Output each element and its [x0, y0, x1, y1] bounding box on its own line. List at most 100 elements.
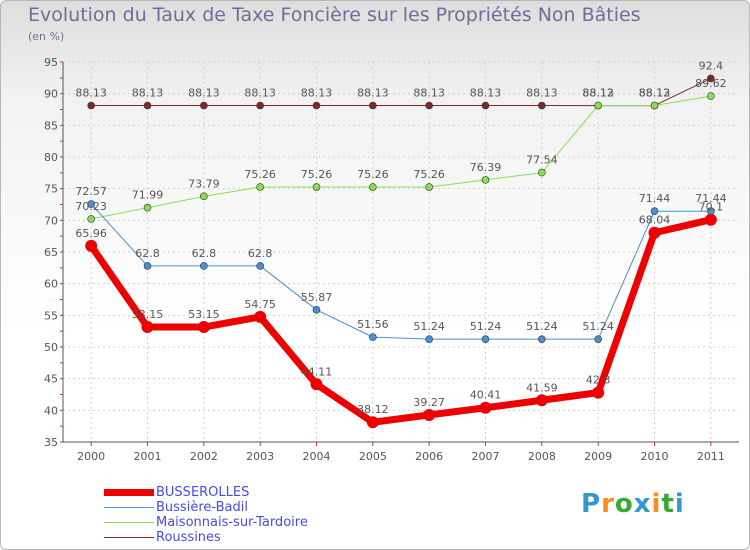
logo-letter: x	[633, 489, 652, 519]
chart-title: Evolution du Taux de Taxe Foncière sur l…	[28, 4, 641, 26]
data-label: 75.26	[413, 168, 445, 181]
x-tick-label: 2011	[697, 450, 725, 463]
data-point	[704, 213, 717, 226]
data-label: 68.04	[639, 214, 671, 227]
x-tick-label: 2006	[415, 450, 443, 463]
legend-item-maisonnais: Maisonnais-sur-Tardoire	[104, 515, 364, 530]
series-line	[90, 77, 712, 107]
data-point	[143, 262, 152, 270]
data-label: 88.13	[188, 87, 220, 100]
data-label: 53.15	[132, 308, 164, 321]
chart-subtitle: (en %)	[28, 30, 65, 43]
data-point	[200, 262, 208, 270]
data-label: 88.12	[582, 87, 614, 100]
legend: BUSSEROLLES Bussière-Badil Maisonnais-su…	[104, 485, 364, 545]
data-point	[312, 183, 321, 191]
data-label: 39.27	[413, 396, 445, 409]
y-tick-label: 60	[44, 278, 58, 291]
data-label: 88.13	[357, 87, 389, 100]
x-tick-label: 2010	[641, 450, 669, 463]
data-point	[594, 101, 602, 110]
data-label: 51.24	[582, 320, 614, 333]
data-label: 71.44	[639, 192, 671, 205]
data-label: 54.75	[244, 298, 276, 311]
data-point	[256, 101, 264, 110]
legend-swatch	[104, 489, 154, 496]
x-tick-label: 2007	[472, 450, 500, 463]
data-point	[538, 335, 546, 343]
y-tick-label: 85	[44, 119, 58, 132]
data-point	[254, 310, 267, 323]
legend-label: Maisonnais-sur-Tardoire	[156, 515, 308, 530]
data-point	[143, 101, 152, 110]
data-point	[481, 101, 490, 110]
data-label: 44.11	[301, 365, 333, 378]
y-tick-label: 75	[44, 183, 58, 196]
data-point	[85, 239, 98, 252]
y-tick-label: 40	[44, 404, 58, 417]
data-point	[197, 321, 210, 334]
data-point	[648, 226, 661, 239]
x-tick-label: 2003	[246, 450, 274, 463]
data-label: 89.62	[695, 77, 727, 90]
data-point	[87, 215, 95, 223]
data-label: 40.41	[470, 389, 502, 402]
data-point	[594, 335, 602, 343]
data-label: 73.79	[188, 177, 220, 190]
legend-swatch	[104, 522, 154, 523]
data-label: 88.13	[244, 87, 276, 100]
data-label: 70.1	[699, 201, 724, 214]
logo-letter: i	[651, 489, 662, 519]
y-tick-label: 65	[44, 246, 58, 259]
y-tick-label: 45	[44, 373, 58, 386]
legend-item-roussines: Roussines	[104, 530, 364, 545]
data-label: 51.24	[526, 320, 558, 333]
data-label: 41.59	[526, 381, 558, 394]
data-label: 77.54	[526, 154, 558, 167]
data-point	[87, 200, 95, 208]
logo-letter: i	[674, 489, 685, 519]
data-label: 88.13	[526, 87, 558, 100]
data-label: 42.8	[586, 374, 611, 387]
data-label: 88.13	[582, 87, 614, 100]
x-tick-label: 2000	[77, 450, 105, 463]
data-label: 71.44	[695, 192, 727, 205]
data-label: 71.99	[132, 189, 164, 202]
x-tick-label: 2005	[359, 450, 387, 463]
data-point	[425, 335, 433, 343]
data-label: 38.12	[357, 403, 389, 416]
y-tick-label: 90	[44, 88, 58, 101]
series-line	[87, 216, 715, 426]
data-point	[650, 101, 659, 110]
legend-label: BUSSEROLLES	[156, 485, 250, 500]
data-point	[312, 306, 321, 314]
data-label: 75.26	[357, 168, 389, 181]
data-point	[366, 416, 379, 429]
legend-swatch	[104, 507, 154, 508]
data-point	[707, 74, 715, 83]
data-label: 76.39	[470, 161, 502, 174]
x-tick-label: 2009	[584, 450, 612, 463]
y-tick-label: 35	[44, 436, 58, 449]
proxiti-logo: Proxiti	[581, 489, 685, 519]
series-layer	[85, 74, 717, 429]
data-label: 62.8	[248, 247, 273, 260]
data-point	[481, 335, 490, 343]
data-label: 92.4	[699, 59, 724, 72]
grid-lines	[63, 61, 739, 443]
data-point	[200, 101, 208, 110]
data-point	[425, 183, 433, 191]
data-label: 88.12	[639, 87, 671, 100]
data-point	[87, 101, 95, 110]
series-line	[90, 203, 712, 340]
legend-item-bussiere-badil: Bussière-Badil	[104, 500, 364, 515]
data-label: 62.8	[135, 247, 160, 260]
data-label: 88.13	[639, 87, 671, 100]
data-label: 51.24	[413, 320, 445, 333]
data-labels: 88.13 88.13 88.13 88.13 88.13 88.13 88.13 88.13…	[75, 59, 726, 416]
data-point	[481, 176, 490, 184]
data-point	[538, 168, 546, 177]
data-point	[592, 386, 605, 399]
